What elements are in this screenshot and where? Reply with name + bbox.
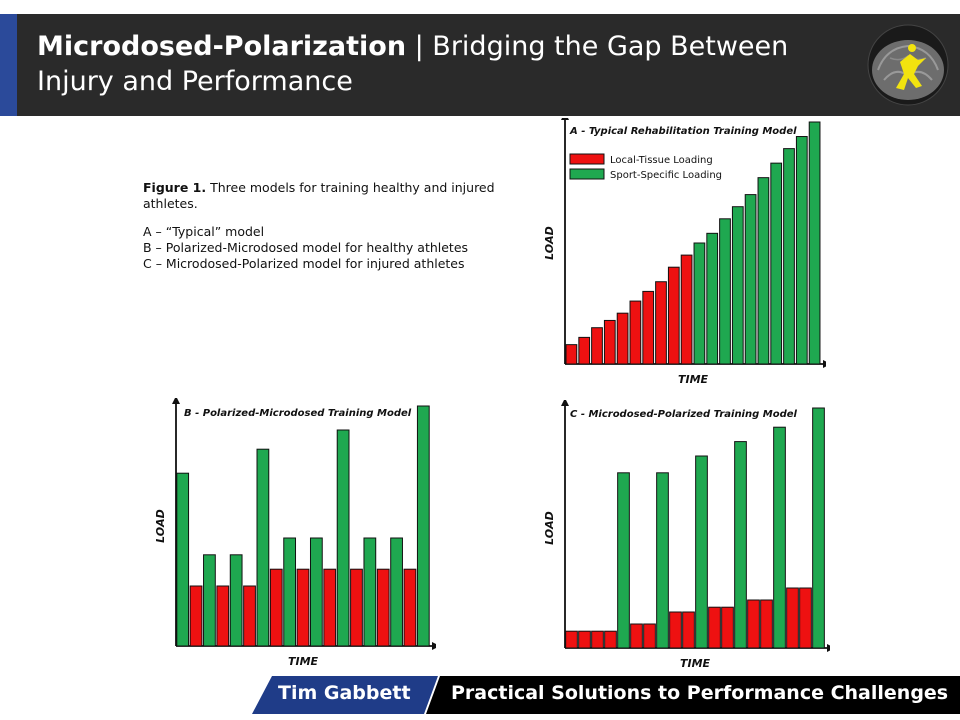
header-accent-bar — [0, 14, 17, 116]
chart-c-microdosed-polarized: C - Microdosed-Polarized Training Model T… — [543, 400, 830, 670]
bar-series1 — [565, 630, 578, 649]
legend-swatch — [569, 153, 605, 165]
bar-series1 — [578, 336, 591, 365]
bar-series1 — [591, 327, 603, 365]
bar-series1 — [591, 630, 604, 649]
bar-series2 — [808, 121, 821, 365]
bar-series1 — [642, 290, 655, 365]
figure-caption-text: Three models for training healthy and in… — [143, 180, 495, 211]
caption-item-b: B – Polarized-Microdosed model for healt… — [143, 240, 469, 255]
bar-series1 — [680, 254, 693, 365]
bar-series2 — [376, 568, 390, 647]
figure-caption: Figure 1. Three models for training heal… — [143, 180, 533, 272]
chart-title: A - Typical Rehabilitation Training Mode… — [569, 126, 797, 137]
bar-series1 — [682, 611, 695, 649]
bar-series2 — [773, 426, 786, 649]
x-axis-arrow-icon — [823, 360, 826, 368]
bar-series2 — [189, 585, 203, 647]
bar-series1 — [669, 611, 682, 649]
bar-series2 — [243, 585, 256, 647]
figure-label: Figure 1. — [143, 180, 207, 195]
y-axis-label: LOAD — [543, 226, 556, 260]
bar-series1 — [309, 537, 323, 647]
x-axis-label: TIME — [680, 657, 711, 670]
bar-series2 — [695, 455, 708, 649]
slide-title-line2: Injury and Performance — [37, 66, 353, 97]
bar-series1 — [799, 587, 812, 649]
bar-series2 — [795, 136, 808, 365]
bar-series1 — [283, 537, 297, 647]
footer-author: Tim Gabbett — [278, 682, 411, 704]
bar-series1 — [565, 344, 578, 365]
y-axis-arrow-icon — [561, 118, 569, 120]
figure-caption-intro: Figure 1. Three models for training heal… — [143, 180, 533, 212]
bar-series1 — [363, 537, 377, 647]
bar-series2 — [216, 585, 230, 647]
x-axis-arrow-icon — [432, 642, 436, 650]
bar-series2 — [269, 568, 283, 647]
y-axis-arrow-icon — [561, 400, 569, 406]
slide-title-bold: Microdosed-Polarization — [37, 31, 407, 62]
bar-series1 — [336, 429, 350, 647]
bar-series1 — [229, 554, 243, 647]
slide-header: Microdosed-Polarization | Bridging the G… — [0, 14, 960, 116]
bar-series1 — [747, 599, 760, 649]
bar-series2 — [744, 194, 757, 365]
chart-a-typical-model: A - Typical Rehabilitation Training Mode… — [543, 118, 826, 386]
chart-b-polarized-microdosed: B - Polarized-Microdosed Training Model T… — [154, 398, 436, 668]
caption-item-a: A – “Typical” model — [143, 224, 265, 239]
bar-series2 — [706, 232, 719, 365]
chart-title: C - Microdosed-Polarized Training Model — [570, 409, 798, 420]
footer-tagline-band — [426, 676, 960, 714]
bar-series1 — [655, 281, 667, 365]
footer-tagline: Practical Solutions to Performance Chall… — [451, 682, 949, 704]
bar-series1 — [616, 312, 629, 365]
bar-series2 — [757, 177, 770, 365]
x-axis-label: TIME — [678, 373, 709, 386]
y-axis-label: LOAD — [543, 511, 556, 545]
x-axis-label: TIME — [288, 655, 319, 668]
slide-title-rest: | Bridging the Gap Between — [406, 31, 789, 62]
bar-series1 — [203, 554, 216, 647]
bar-series2 — [656, 472, 669, 649]
bar-series2 — [323, 568, 337, 647]
bar-series1 — [176, 472, 190, 647]
slide-title: Microdosed-Polarization | Bridging the G… — [37, 31, 788, 62]
bar-series1 — [786, 587, 799, 649]
bar-series1 — [629, 300, 642, 365]
bar-series2 — [296, 568, 310, 647]
legend-label: Local-Tissue Loading — [610, 155, 713, 166]
bar-series1 — [667, 266, 680, 365]
bar-series1 — [604, 630, 617, 649]
bar-series1 — [760, 599, 773, 649]
bar-series1 — [708, 606, 721, 649]
bar-series1 — [721, 606, 734, 649]
bar-series1 — [578, 630, 591, 649]
legend-swatch — [569, 168, 605, 180]
brain-runner-logo-icon — [867, 24, 949, 106]
bar-series2 — [403, 568, 417, 647]
bar-series1 — [643, 623, 656, 649]
y-axis-arrow-icon — [172, 398, 180, 404]
bar-series2 — [770, 162, 783, 365]
bar-series2 — [731, 206, 744, 365]
bar-series2 — [783, 148, 795, 365]
footer-author-band — [252, 676, 438, 714]
bar-series1 — [416, 405, 430, 647]
bar-series2 — [617, 472, 630, 649]
bar-series2 — [812, 407, 825, 649]
bar-series2 — [350, 568, 363, 647]
bar-series1 — [630, 623, 643, 649]
bar-series2 — [719, 218, 731, 365]
caption-item-c: C – Microdosed-Polarized model for injur… — [143, 256, 465, 271]
bar-series2 — [734, 441, 747, 649]
y-axis-label: LOAD — [154, 509, 167, 543]
bar-series2 — [693, 242, 706, 365]
bar-series1 — [256, 448, 270, 647]
chart-title: B - Polarized-Microdosed Training Model — [184, 408, 412, 419]
x-axis-arrow-icon — [827, 644, 830, 652]
bar-series1 — [390, 537, 403, 647]
legend-label: Sport-Specific Loading — [610, 170, 722, 181]
bar-series1 — [603, 319, 616, 365]
